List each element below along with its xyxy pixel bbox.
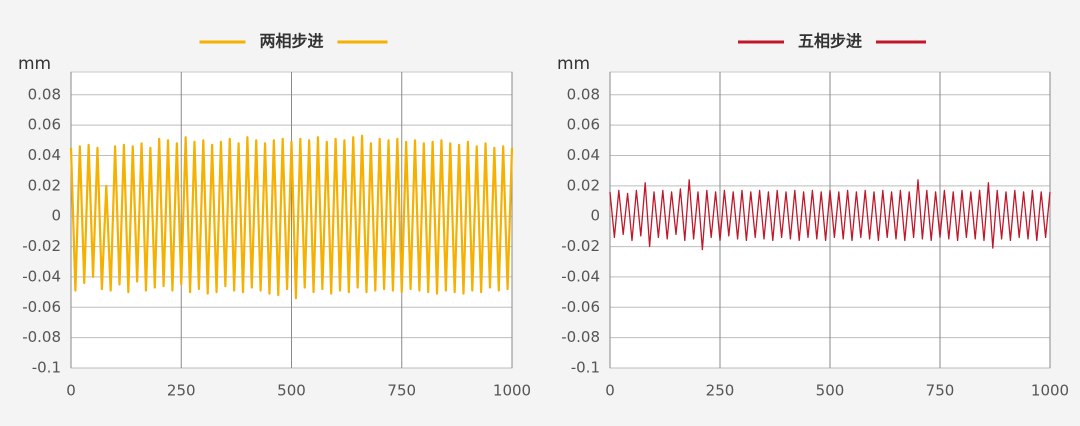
x-tick-label: 750 <box>387 382 416 400</box>
y-tick-label: 0.08 <box>28 85 61 103</box>
y-tick-label: -0.02 <box>22 237 61 255</box>
y-tick-label: 0.06 <box>567 116 600 134</box>
y-tick-label: -0.04 <box>561 267 600 285</box>
legend-label: 两相步进 <box>259 32 323 51</box>
x-tick-label: 250 <box>706 382 735 400</box>
y-tick-label: 0.08 <box>567 85 600 103</box>
y-tick-label: -0.1 <box>32 359 61 377</box>
y-axis-label: mm <box>557 54 590 74</box>
x-tick-label: 500 <box>816 382 845 400</box>
x-tick-label: 750 <box>926 382 955 400</box>
y-tick-label: 0.02 <box>567 176 600 194</box>
y-tick-label: 0 <box>590 207 600 225</box>
y-tick-label: -0.06 <box>561 298 600 316</box>
data-line <box>69 134 514 300</box>
y-tick-label: -0.02 <box>561 237 600 255</box>
x-tick-label: 1000 <box>493 382 531 400</box>
y-tick-label: 0.06 <box>28 116 61 134</box>
x-tick-label: 500 <box>277 382 306 400</box>
x-tick-label: 0 <box>66 382 76 400</box>
legend-label: 五相步进 <box>798 32 862 51</box>
y-axis-label: mm <box>18 54 51 74</box>
y-tick-label: 0.04 <box>567 146 600 164</box>
y-tick-label: -0.08 <box>22 328 61 346</box>
y-tick-label: -0.04 <box>22 267 61 285</box>
y-tick-label: 0.04 <box>28 146 61 164</box>
y-tick-label: -0.06 <box>22 298 61 316</box>
data-line <box>609 179 1051 251</box>
x-tick-label: 0 <box>605 382 615 400</box>
y-tick-label: -0.1 <box>571 359 600 377</box>
x-tick-label: 1000 <box>1031 382 1069 400</box>
x-tick-label: 250 <box>167 382 196 400</box>
y-tick-label: 0.02 <box>28 176 61 194</box>
y-tick-label: -0.08 <box>561 328 600 346</box>
y-tick-label: 0 <box>51 207 61 225</box>
